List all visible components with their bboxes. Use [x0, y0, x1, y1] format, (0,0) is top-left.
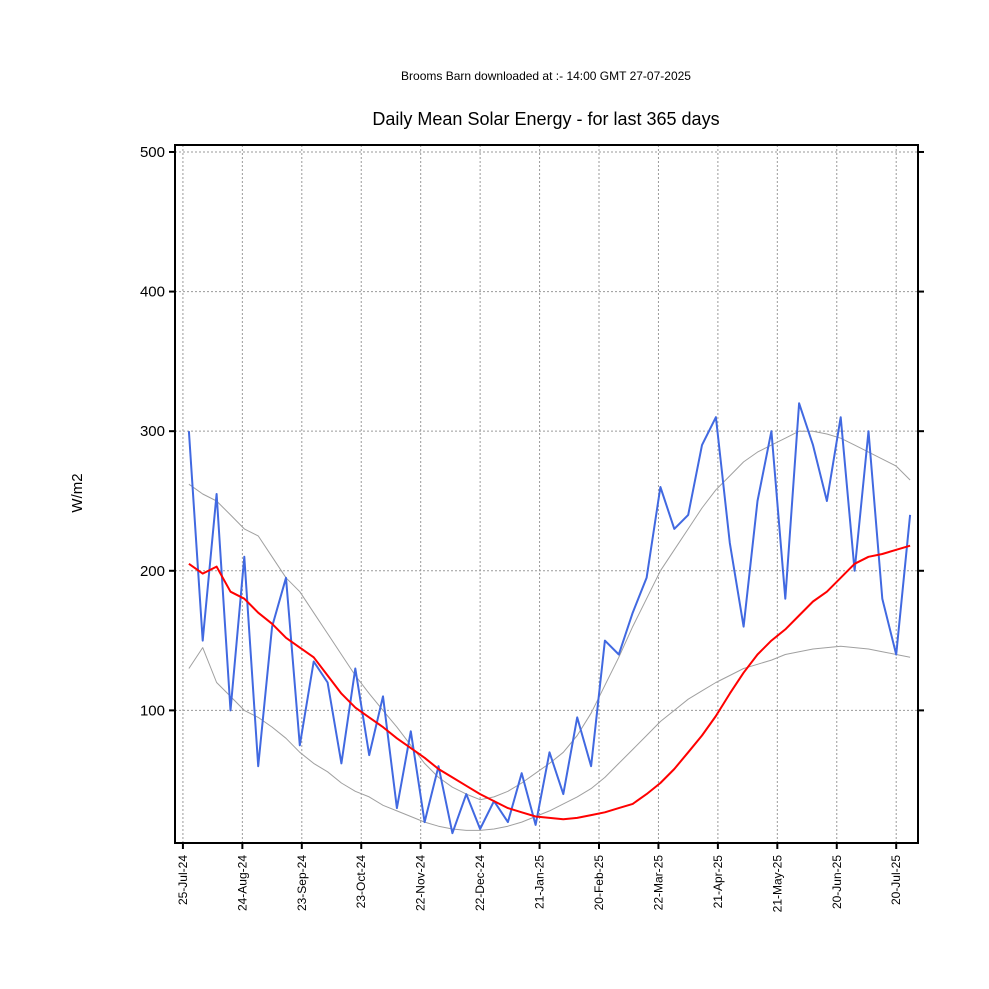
y-axis-label: W/m2 — [69, 473, 86, 512]
x-tick-label: 20-Jul-25 — [889, 855, 903, 905]
x-tick-label: 23-Oct-24 — [354, 855, 368, 909]
x-tick-label: 20-Feb-25 — [592, 855, 606, 911]
x-tick-label: 22-Dec-24 — [473, 855, 487, 911]
x-tick-label: 21-Apr-25 — [711, 855, 725, 909]
axes — [174, 144, 919, 844]
blue-series-line — [187, 402, 912, 835]
y-axis-ticks: 100 200 300 400 500 — [140, 144, 924, 719]
x-tick-label: 22-Nov-24 — [414, 855, 428, 911]
x-tick-label: 24-Aug-24 — [235, 855, 249, 911]
x-tick-label: 22-Mar-25 — [651, 855, 665, 911]
y-tick-label: 400 — [140, 284, 165, 301]
grid — [175, 145, 918, 843]
grey-lower-series-line — [188, 645, 911, 831]
y-tick-label: 500 — [140, 144, 165, 161]
chart-subtitle: Brooms Barn downloaded at :- 14:00 GMT 2… — [401, 69, 691, 83]
series-group — [187, 402, 912, 835]
x-axis-ticks: 25-Jul-24 24-Aug-24 23-Sep-24 23-Oct-24 22-N… — [176, 843, 903, 912]
x-tick-label: 21-May-25 — [770, 855, 784, 913]
y-tick-label: 200 — [140, 563, 165, 580]
x-tick-label: 23-Sep-24 — [295, 855, 309, 911]
y-tick-label: 300 — [140, 423, 165, 440]
x-tick-label: 20-Jun-25 — [830, 855, 844, 909]
x-tick-label: 21-Jan-25 — [533, 855, 547, 909]
y-tick-label: 100 — [140, 702, 165, 719]
x-tick-label: 25-Jul-24 — [176, 855, 190, 905]
grey-upper-series-line — [188, 430, 911, 801]
plot-frame — [174, 144, 919, 844]
chart-title: Daily Mean Solar Energy - for last 365 d… — [372, 109, 719, 129]
red-series-line — [188, 544, 911, 821]
